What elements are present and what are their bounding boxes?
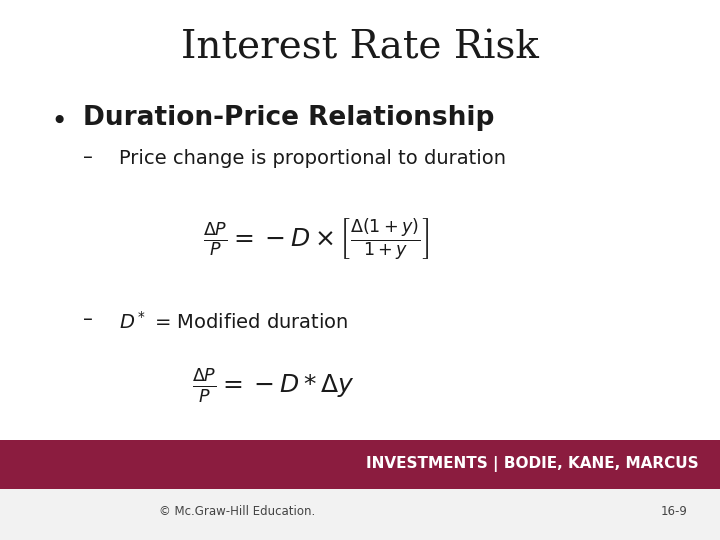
Text: Duration-Price Relationship: Duration-Price Relationship <box>83 105 494 131</box>
FancyBboxPatch shape <box>0 488 720 540</box>
Text: Price change is proportional to duration: Price change is proportional to duration <box>119 148 505 167</box>
Text: $\frac{\Delta P}{P} = -D * \Delta y$: $\frac{\Delta P}{P} = -D * \Delta y$ <box>192 367 355 405</box>
Text: $D^*$ = Modified duration: $D^*$ = Modified duration <box>119 310 348 333</box>
Text: Interest Rate Risk: Interest Rate Risk <box>181 30 539 67</box>
Text: © Mc.Graw-Hill Education.: © Mc.Graw-Hill Education. <box>159 505 316 518</box>
Text: –: – <box>83 310 93 329</box>
Text: $\frac{\Delta P}{P} = -D \times \left[\frac{\Delta(1+y)}{1+y}\right]$: $\frac{\Delta P}{P} = -D \times \left[\f… <box>204 216 430 263</box>
Text: INVESTMENTS | BODIE, KANE, MARCUS: INVESTMENTS | BODIE, KANE, MARCUS <box>366 456 698 472</box>
Text: $\bullet$: $\bullet$ <box>50 105 65 133</box>
Text: –: – <box>83 148 93 167</box>
FancyBboxPatch shape <box>0 440 720 489</box>
Text: 16-9: 16-9 <box>661 505 688 518</box>
